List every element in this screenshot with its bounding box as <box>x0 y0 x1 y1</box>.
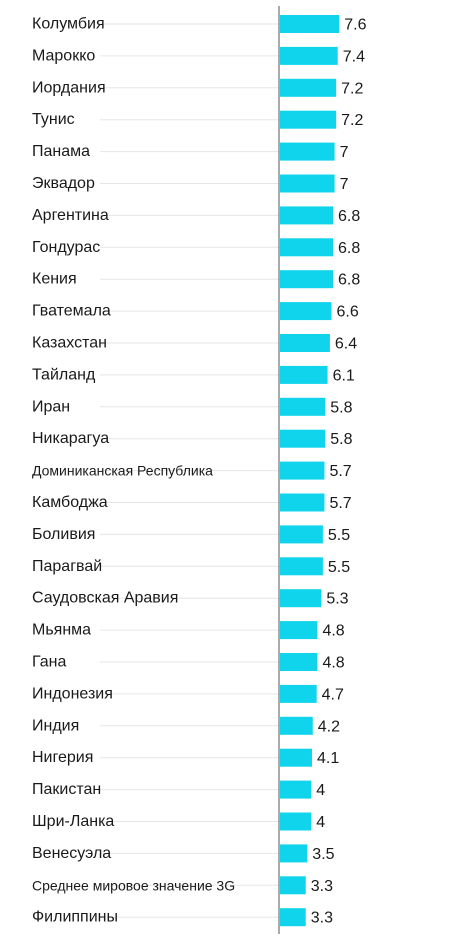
bar <box>280 844 308 863</box>
category-label: Аргентина <box>32 207 109 224</box>
bar <box>280 621 318 640</box>
bar <box>280 429 326 448</box>
bar <box>280 589 322 608</box>
value-label: 7.6 <box>344 17 366 34</box>
value-label: 6.8 <box>338 208 360 225</box>
bar <box>280 174 335 193</box>
category-label: Индонезия <box>32 685 113 702</box>
bar <box>280 684 317 703</box>
bar <box>280 110 337 129</box>
category-label: Эквадор <box>32 175 95 192</box>
category-label: Гватемала <box>32 303 111 320</box>
bar <box>280 716 313 735</box>
value-label: 5.3 <box>326 591 348 608</box>
value-label: 5.5 <box>328 559 350 576</box>
category-label: Камбоджа <box>32 494 108 511</box>
value-label: 6.1 <box>333 367 355 384</box>
bar <box>280 525 323 544</box>
category-label: Колумбия <box>32 16 105 33</box>
value-label: 4.1 <box>317 750 339 767</box>
value-label: 6.8 <box>338 272 360 289</box>
value-label: 7 <box>340 176 349 193</box>
bar <box>280 493 325 512</box>
category-label: Доминиканская Республика <box>32 463 213 479</box>
bar <box>280 908 306 927</box>
bar <box>280 780 312 799</box>
value-label: 4 <box>316 782 325 799</box>
value-label: 4.8 <box>322 655 344 672</box>
value-label: 5.7 <box>329 463 351 480</box>
bar <box>280 365 328 384</box>
value-label: 5.8 <box>330 431 352 448</box>
category-label: Саудовская Аравия <box>32 590 178 607</box>
bar <box>280 557 323 576</box>
value-label: 5.5 <box>328 527 350 544</box>
category-label: Мьянма <box>32 622 91 639</box>
value-label: 3.5 <box>312 846 334 863</box>
value-label: 4.2 <box>318 718 340 735</box>
category-label: Кения <box>32 271 77 288</box>
value-label: 7.2 <box>341 112 363 129</box>
category-label: Тунис <box>32 111 75 128</box>
category-label: Никарагуа <box>32 430 109 447</box>
bar <box>280 302 332 321</box>
value-label: 6.8 <box>338 240 360 257</box>
value-label: 6.6 <box>336 304 358 321</box>
value-label: 7.2 <box>341 80 363 97</box>
value-label: 5.8 <box>330 399 352 416</box>
bar <box>280 78 337 97</box>
category-label: Индия <box>32 717 79 734</box>
category-label: Пакистан <box>32 781 101 798</box>
bar <box>280 397 326 416</box>
category-label: Филиппины <box>32 909 118 926</box>
bar <box>280 653 318 671</box>
value-label: 3.3 <box>311 910 333 927</box>
value-label: 5.7 <box>329 495 351 512</box>
category-label: Панама <box>32 143 90 160</box>
value-label: 4 <box>316 814 325 831</box>
bar <box>280 46 338 65</box>
category-label: Среднее мировое значение 3G <box>32 877 235 893</box>
value-label: 7 <box>340 144 349 161</box>
category-label: Парагвай <box>32 558 102 575</box>
category-label: Гондурас <box>32 239 100 256</box>
bar <box>280 238 334 257</box>
category-label: Иордания <box>32 79 106 96</box>
value-label: 7.4 <box>343 48 365 65</box>
category-label: Нигерия <box>32 749 93 766</box>
bar <box>280 812 312 831</box>
value-label: 4.8 <box>322 623 344 640</box>
category-label: Марокко <box>32 47 95 64</box>
bar <box>280 334 330 352</box>
category-label: Тайланд <box>32 366 96 383</box>
bar <box>280 876 306 895</box>
bar <box>280 270 334 289</box>
category-label: Казахстан <box>32 335 107 352</box>
bar <box>280 748 312 767</box>
category-label: Венесуэла <box>32 845 111 862</box>
bar <box>280 206 334 225</box>
category-label: Шри-Ланка <box>32 813 114 830</box>
value-label: 4.7 <box>322 686 344 703</box>
value-label: 6.4 <box>335 336 357 353</box>
category-label: Боливия <box>32 526 95 543</box>
category-label: Гана <box>32 654 67 671</box>
bar <box>280 15 340 33</box>
value-label: 3.3 <box>311 878 333 895</box>
bar <box>280 461 325 480</box>
category-label: Иран <box>32 398 70 415</box>
bar <box>280 142 335 161</box>
